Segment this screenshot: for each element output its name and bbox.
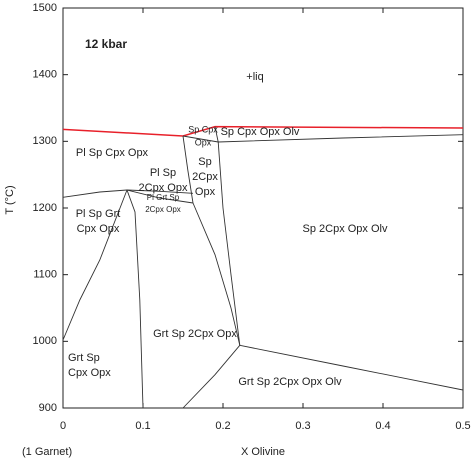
region-label: 2Cpx Opx — [145, 205, 181, 214]
chart-title: 12 kbar — [85, 37, 127, 51]
phase-boundary — [126, 189, 144, 409]
x-tick-label: 0 — [60, 420, 66, 432]
region-label: Pl Grt Sp — [147, 193, 180, 202]
region-label: Pl Sp Cpx Opx — [76, 147, 149, 159]
region-label: 2Cpx Opx — [139, 182, 188, 194]
phase-boundary — [214, 126, 241, 346]
phase-boundary — [182, 135, 194, 204]
y-tick-label: 1200 — [33, 202, 57, 214]
y-tick-label: 1500 — [33, 2, 57, 14]
y-tick-label: 1000 — [33, 335, 57, 347]
y-axis-label: T (°C) — [4, 185, 16, 214]
plot-frame — [62, 7, 464, 409]
phase-boundary — [192, 202, 241, 346]
x-axis-label: X Olivine — [241, 446, 285, 458]
y-tick-label: 900 — [39, 402, 57, 414]
region-label: Grt Sp 2Cpx Opx — [153, 328, 237, 340]
region-label: 2Cpx — [192, 171, 218, 183]
phase-boundary — [62, 189, 128, 341]
region-label: Sp Cpx Opx Olv — [221, 126, 300, 138]
region-label: Pl Sp — [150, 167, 176, 179]
x-tick-label: 0.2 — [215, 420, 230, 432]
region-label: Cpx Opx — [68, 367, 111, 379]
phase-boundary — [182, 135, 219, 143]
y-tick-label: 1100 — [33, 269, 57, 281]
x-axis-note: (1 Garnet) — [22, 446, 72, 458]
phase-boundary — [62, 125, 464, 137]
phase-boundary — [218, 134, 464, 143]
region-label: Grt Sp 2Cpx Opx Olv — [238, 376, 342, 388]
region-label: Sp 2Cpx Opx Olv — [303, 223, 388, 235]
region-label: Opx — [195, 186, 216, 198]
phase-boundary — [239, 344, 464, 391]
x-tick-label: 0.1 — [135, 420, 150, 432]
region-label: Sp — [198, 156, 211, 168]
phase-boundary — [182, 345, 241, 409]
y-tick-label: 1300 — [33, 135, 57, 147]
phase-boundary — [126, 189, 194, 204]
region-label: Sp Cpx — [188, 124, 218, 134]
region-label: Pl Sp Grt — [76, 208, 121, 220]
x-tick-label: 0.4 — [375, 420, 390, 432]
region-label: Cpx Opx — [77, 223, 120, 235]
region-label: Opx — [195, 137, 212, 147]
y-tick-label: 1400 — [33, 69, 57, 81]
region-label: +liq — [246, 71, 263, 83]
x-tick-label: 0.3 — [295, 420, 310, 432]
x-tick-label: 0.5 — [455, 420, 470, 432]
region-label: Grt Sp — [68, 352, 100, 364]
